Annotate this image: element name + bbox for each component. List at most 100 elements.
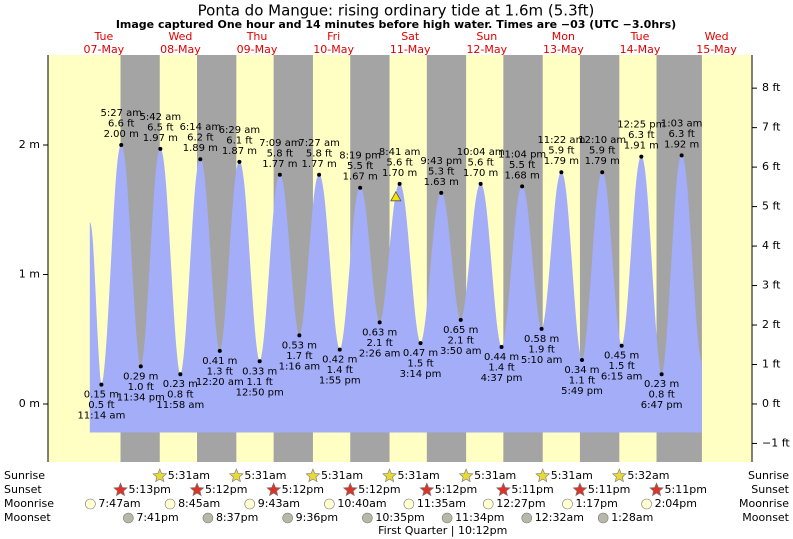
moon-phase: First Quarter | 10:12pm xyxy=(378,524,507,537)
extreme-point xyxy=(257,359,262,364)
extreme-label: 0.58 m xyxy=(524,334,559,345)
extreme-point xyxy=(458,317,463,322)
moonrise-icon xyxy=(562,498,573,510)
day-label: Tue xyxy=(630,30,650,43)
extreme-label: 0.63 m xyxy=(362,327,397,338)
y-tick-label: 0 m xyxy=(19,397,40,410)
sunset-time: 5:11pm xyxy=(588,483,630,496)
y2-tick-label: 5 ft xyxy=(762,200,781,213)
extreme-label: 6.1 ft xyxy=(226,135,252,146)
date-label: 08-May xyxy=(160,43,201,56)
extreme-label: 11:04 pm xyxy=(498,149,546,160)
extreme-point xyxy=(579,357,584,362)
sunrise-icon xyxy=(382,468,397,483)
extreme-label: 5:27 am xyxy=(100,108,142,119)
extreme-point xyxy=(539,326,544,331)
y2-tick-label: 1 ft xyxy=(762,357,781,370)
moonset-time: 1:28am xyxy=(611,511,653,524)
extreme-point xyxy=(99,382,104,387)
extreme-label: 1.5 ft xyxy=(608,361,634,372)
extreme-label: 5:10 am xyxy=(521,355,563,366)
y2-tick-label: 8 ft xyxy=(762,81,781,94)
moonset-time: 12:32am xyxy=(535,511,584,524)
extreme-label: 1.67 m xyxy=(343,172,378,183)
extreme-label: 1.89 m xyxy=(183,143,218,154)
extreme-label: 2.1 ft xyxy=(366,338,392,349)
extreme-label: 1.7 ft xyxy=(286,351,312,362)
moonrise-time: 2:04pm xyxy=(655,497,697,510)
row-label: Sunset xyxy=(4,483,42,496)
row-label: Moonset xyxy=(4,511,51,524)
extreme-point xyxy=(659,372,664,377)
extreme-point xyxy=(499,345,504,350)
extreme-label: 6:47 pm xyxy=(641,400,683,411)
extreme-label: 5.3 ft xyxy=(428,166,454,177)
extreme-point xyxy=(639,154,644,159)
y2-tick-label: 6 ft xyxy=(762,160,781,173)
y2-tick-label: 4 ft xyxy=(762,239,781,252)
extreme-label: 5.8 ft xyxy=(267,148,293,159)
extreme-label: 5.5 ft xyxy=(347,161,373,172)
date-label: 14-May xyxy=(620,43,661,56)
row-label: Moonrise xyxy=(739,497,789,510)
day-label: Mon xyxy=(552,30,575,43)
moonset-icon xyxy=(123,512,134,524)
extreme-label: 6:15 am xyxy=(601,372,643,383)
moonset-icon xyxy=(441,512,453,524)
sunset-icon xyxy=(342,482,358,497)
moonset-time: 10:35pm xyxy=(375,511,424,524)
extreme-point xyxy=(397,181,402,186)
date-label: 12-May xyxy=(466,43,507,56)
extreme-label: 0.65 m xyxy=(443,325,478,336)
extreme-label: 6:29 am xyxy=(219,125,261,136)
extreme-label: 1.97 m xyxy=(143,133,178,144)
y2-tick-label: −1 ft xyxy=(762,436,790,449)
extreme-label: 0.41 m xyxy=(202,356,237,367)
moonset-icon xyxy=(521,512,533,524)
y2-tick-label: 0 ft xyxy=(762,397,781,410)
moonrise-icon xyxy=(482,498,494,510)
extreme-label: 11:14 am xyxy=(77,411,125,422)
day-label: Thu xyxy=(246,30,268,43)
extreme-point xyxy=(337,347,342,352)
extreme-label: 10:04 am xyxy=(457,147,505,158)
extreme-label: 0.47 m xyxy=(403,348,438,359)
sunrise-time: 5:32am xyxy=(627,469,669,482)
extreme-label: 5.9 ft xyxy=(589,146,615,157)
sunrise-icon xyxy=(535,468,551,483)
moonset-time: 9:36pm xyxy=(296,511,338,524)
extreme-label: 1.77 m xyxy=(302,159,337,170)
extreme-point xyxy=(439,190,444,195)
sunrise-time: 5:31am xyxy=(398,469,440,482)
extreme-label: 12:25 pm xyxy=(617,120,665,131)
extreme-label: 5.8 ft xyxy=(306,148,332,159)
extreme-label: 4:37 pm xyxy=(481,373,523,384)
chart-subtitle: Image captured One hour and 14 minutes b… xyxy=(116,18,676,31)
extreme-label: 6.6 ft xyxy=(108,118,134,129)
extreme-label: 0.23 m xyxy=(644,379,679,390)
extreme-label: 1.68 m xyxy=(505,170,540,181)
day-label: Sat xyxy=(401,30,420,43)
extreme-label: 0.8 ft xyxy=(167,390,193,401)
extreme-label: 12:50 pm xyxy=(236,387,284,398)
extreme-point xyxy=(297,333,302,338)
y2-tick-label: 2 ft xyxy=(762,318,781,331)
moonset-time: 8:37pm xyxy=(216,511,258,524)
extreme-label: 0.53 m xyxy=(282,340,317,351)
moonrise-time: 7:47am xyxy=(98,497,140,510)
moonrise-icon xyxy=(641,498,652,510)
sunset-icon xyxy=(113,482,128,497)
moonrise-icon xyxy=(324,498,335,510)
extreme-label: 6.2 ft xyxy=(187,133,213,144)
extreme-label: 1.4 ft xyxy=(488,363,514,374)
moonset-time: 11:34pm xyxy=(455,511,504,524)
row-label: Sunset xyxy=(751,483,789,496)
sunset-icon xyxy=(649,482,664,497)
extreme-point xyxy=(178,372,183,377)
extreme-label: 12:10 am xyxy=(578,135,626,146)
extreme-label: 1.79 m xyxy=(544,156,579,167)
extreme-label: 1.1 ft xyxy=(246,377,272,388)
extreme-label: 1.79 m xyxy=(585,156,620,167)
extreme-label: 1:03 am xyxy=(661,118,703,129)
